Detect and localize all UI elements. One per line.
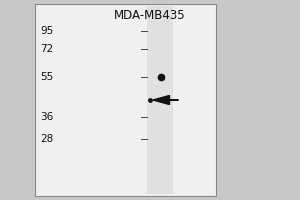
Text: 95: 95 bbox=[40, 26, 54, 36]
Text: 28: 28 bbox=[40, 134, 54, 144]
Text: MDA-MB435: MDA-MB435 bbox=[114, 9, 186, 22]
Bar bbox=[34, 4, 216, 196]
Bar bbox=[147, 6, 172, 194]
Text: 36: 36 bbox=[40, 112, 54, 122]
Text: 72: 72 bbox=[40, 44, 54, 54]
FancyArrow shape bbox=[153, 96, 178, 104]
Text: 55: 55 bbox=[40, 72, 54, 82]
